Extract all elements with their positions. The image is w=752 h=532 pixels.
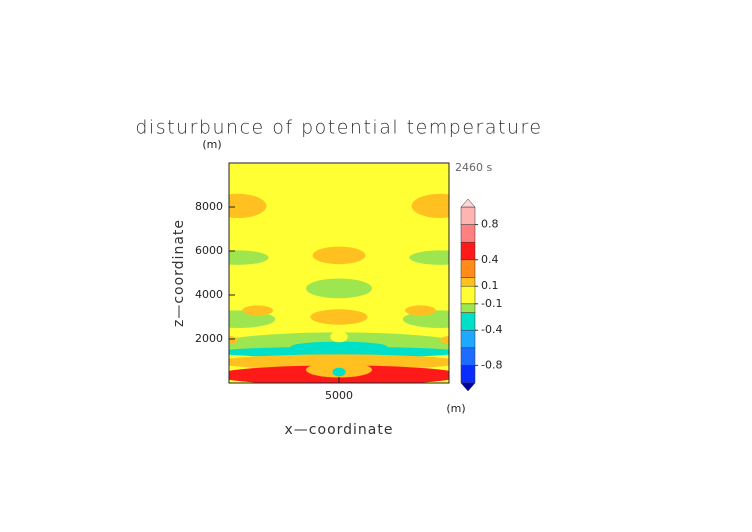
- y-tick-label: 6000: [195, 244, 223, 257]
- contour-region: [306, 278, 372, 299]
- colorbar-label: 0.4: [481, 253, 499, 266]
- contour-region: [229, 336, 238, 345]
- colorbar-band: [460, 259, 476, 278]
- colorbar-band: [460, 312, 476, 331]
- colorbar-band: [460, 224, 476, 243]
- colorbar-band: [460, 285, 476, 305]
- colorbar-band: [460, 347, 476, 366]
- time-label: 2460 s: [455, 161, 492, 174]
- colorbar-under: [460, 382, 476, 392]
- colorbar-band: [460, 303, 476, 313]
- contour-region: [229, 193, 267, 218]
- y-tick-label: 4000: [195, 288, 223, 301]
- y-tick-label: 8000: [195, 200, 223, 213]
- contour-region: [411, 193, 449, 218]
- contour-region: [242, 305, 273, 316]
- colorbar-over: [460, 198, 476, 208]
- x-unit: (m): [446, 402, 465, 415]
- x-tick-label: 5000: [325, 389, 353, 402]
- y-unit: (m): [202, 138, 221, 151]
- colorbar-band: [460, 329, 476, 349]
- colorbar-band: [460, 241, 476, 261]
- y-tick-label: 2000: [195, 332, 223, 345]
- contour-region: [405, 305, 436, 316]
- colorbar-label: 0.8: [481, 218, 499, 231]
- plot-area: [229, 163, 449, 383]
- contour-region: [330, 331, 348, 343]
- contour-region: [440, 336, 449, 345]
- colorbar-label: 0.1: [481, 279, 499, 292]
- colorbar-label: -0.1: [481, 297, 502, 310]
- colorbar-band: [460, 277, 476, 287]
- colorbar-band: [460, 206, 476, 225]
- contour-region: [409, 250, 449, 265]
- contour-region: [332, 367, 346, 377]
- colorbar-label: -0.8: [481, 358, 502, 371]
- chart-title: disturbunce of potential temperature: [135, 117, 542, 139]
- contour-region: [229, 250, 269, 265]
- contour-region: [310, 309, 368, 325]
- contour-region: [290, 341, 388, 352]
- colorbar-band: [460, 365, 476, 384]
- y-axis-label: z—coordinate: [171, 219, 187, 327]
- contour-region: [229, 346, 449, 358]
- colorbar-label: -0.4: [481, 323, 502, 336]
- contour-region: [312, 246, 366, 265]
- x-axis-label: x—coordinate: [285, 422, 394, 438]
